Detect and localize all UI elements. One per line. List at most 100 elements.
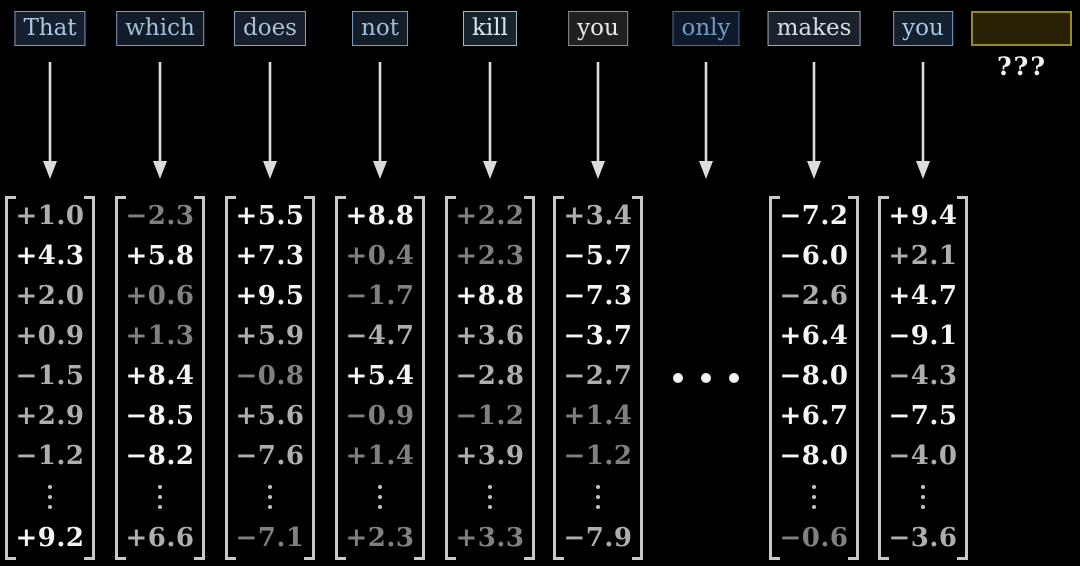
vector-component: −1.7: [345, 281, 415, 311]
vector-component: −7.9: [563, 523, 633, 553]
vertical-ellipsis-icon: [158, 483, 162, 511]
embedding-vector-which: −2.3 +5.8 +0.6 +1.3 +8.4 −8.5 −8.2 +6.6: [115, 196, 205, 560]
vector-component: +1.3: [125, 321, 195, 351]
token-label: kill: [471, 15, 509, 41]
vector-component: −1.2: [455, 401, 525, 431]
vector-component: −8.0: [779, 361, 849, 391]
embedding-vector-you: +3.4 −5.7 −7.3 −3.7 −2.7 +1.4 −1.2 −7.9: [553, 196, 643, 560]
unknown-token-box: [971, 11, 1072, 46]
vector-component: −8.2: [125, 441, 195, 471]
vector-component: +1.4: [563, 401, 633, 431]
ellipsis-dot: [701, 373, 711, 383]
ellipsis-dot: [378, 505, 382, 509]
token-label: makes: [776, 15, 852, 41]
vector-component: +6.6: [125, 523, 195, 553]
ellipsis-dot: [488, 505, 492, 509]
unknown-token-question: ???: [997, 52, 1047, 81]
vector-component: +3.6: [455, 321, 525, 351]
token-label: you: [902, 15, 944, 41]
vector-component: −2.6: [779, 281, 849, 311]
down-arrow-icon: [371, 60, 389, 180]
vector-component: +0.9: [15, 321, 85, 351]
vector-component: −1.5: [15, 361, 85, 391]
token-box-only: only: [672, 11, 740, 46]
ellipsis-dot: [48, 495, 52, 499]
ellipsis-dot: [268, 505, 272, 509]
vector-component: +3.9: [455, 441, 525, 471]
vector-component: −3.6: [888, 523, 958, 553]
vector-component: +9.5: [235, 281, 305, 311]
vertical-ellipsis-icon: [48, 483, 52, 511]
vector-component: +5.8: [125, 241, 195, 271]
token-box-kill: kill: [462, 11, 518, 46]
vertical-ellipsis-icon: [812, 483, 816, 511]
vector-component: −4.7: [345, 321, 415, 351]
token-label: That: [23, 15, 77, 41]
ellipsis-dot: [158, 505, 162, 509]
vector-component: −1.2: [15, 441, 85, 471]
ellipsis-dot: [158, 485, 162, 489]
vector-component: −1.2: [563, 441, 633, 471]
ellipsis-dot: [921, 485, 925, 489]
token-label: only: [681, 15, 731, 41]
ellipsis-dot: [268, 495, 272, 499]
vector-component: +2.3: [455, 241, 525, 271]
embedding-vector-that: +1.0 +4.3 +2.0 +0.9 −1.5 +2.9 −1.2 +9.2: [5, 196, 95, 560]
ellipsis-dot: [812, 505, 816, 509]
down-arrow-icon: [261, 60, 279, 180]
vector-component: −9.1: [888, 321, 958, 351]
vector-component: +2.1: [888, 241, 958, 271]
vector-component: −4.3: [888, 361, 958, 391]
token-label: not: [361, 15, 399, 41]
token-box-makes: makes: [767, 11, 861, 46]
ellipsis-dot: [596, 485, 600, 489]
ellipsis-dot: [596, 495, 600, 499]
vector-component: +9.2: [15, 523, 85, 553]
vector-component: +1.0: [15, 201, 85, 231]
vector-component: −2.8: [455, 361, 525, 391]
ellipsis-dot: [921, 505, 925, 509]
token-box-you: you: [568, 11, 628, 46]
vector-component: +2.3: [345, 523, 415, 553]
ellipsis-dot: [488, 485, 492, 489]
down-arrow-icon: [589, 60, 607, 180]
token-box-does: does: [234, 11, 306, 46]
ellipsis-dot: [812, 495, 816, 499]
vertical-ellipsis-icon: [596, 483, 600, 511]
ellipsis-dot: [921, 495, 925, 499]
token-box-not: not: [352, 11, 408, 46]
vector-component: −0.9: [345, 401, 415, 431]
vector-component: +8.8: [345, 201, 415, 231]
down-arrow-icon: [914, 60, 932, 180]
vector-component: +3.4: [563, 201, 633, 231]
down-arrow-icon: [481, 60, 499, 180]
ellipsis-dot: [812, 485, 816, 489]
down-arrow-icon: [805, 60, 823, 180]
embedding-vector-you: +9.4 +2.1 +4.7 −9.1 −4.3 −7.5 −4.0 −3.6: [878, 196, 968, 560]
ellipsis-dot: [729, 373, 739, 383]
vector-component: −7.1: [235, 523, 305, 553]
vector-component: +5.9: [235, 321, 305, 351]
embedding-vector-makes: −7.2 −6.0 −2.6 +6.4 −8.0 +6.7 −8.0 −0.6: [769, 196, 859, 560]
vector-component: +5.4: [345, 361, 415, 391]
vector-component: +5.5: [235, 201, 305, 231]
vector-component: +8.8: [455, 281, 525, 311]
vector-component: −4.0: [888, 441, 958, 471]
token-label: which: [125, 15, 195, 41]
token-box-you: you: [893, 11, 953, 46]
vector-component: +0.6: [125, 281, 195, 311]
vector-component: +4.7: [888, 281, 958, 311]
vector-component: +3.3: [455, 523, 525, 553]
vector-component: −0.6: [779, 523, 849, 553]
ellipsis-dot: [378, 495, 382, 499]
token-label: does: [243, 15, 297, 41]
ellipsis-dot: [673, 373, 683, 383]
vector-component: −7.2: [779, 201, 849, 231]
vector-component: −2.7: [563, 361, 633, 391]
vertical-ellipsis-icon: [378, 483, 382, 511]
vector-component: +6.7: [779, 401, 849, 431]
down-arrow-icon: [697, 60, 715, 180]
vector-component: −7.3: [563, 281, 633, 311]
vertical-ellipsis-icon: [268, 483, 272, 511]
